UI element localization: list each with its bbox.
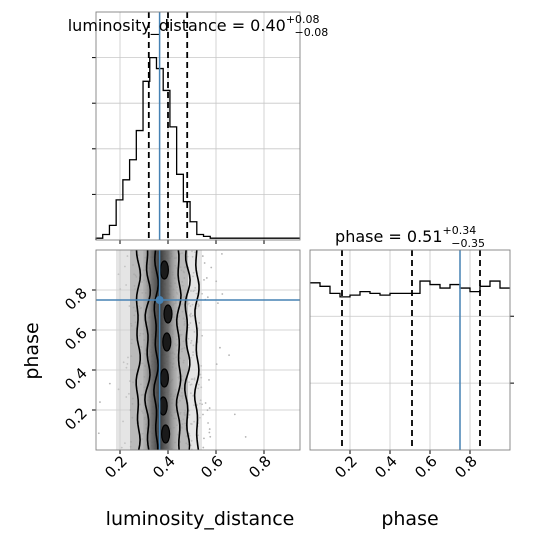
scatter-point: [244, 436, 247, 438]
y-axis-label-phase: phase: [21, 322, 43, 379]
scatter-point: [208, 431, 211, 434]
scatter-point: [206, 409, 209, 412]
phase-hist-frame: [309, 249, 511, 451]
panel-joint: 0.2 0.4 0.6 0.8 0.2 0.4 0.6 0.8: [61, 249, 301, 482]
scatter-point: [215, 363, 218, 366]
y-tick-label: 0.4: [61, 364, 91, 394]
contour-line: [153, 250, 160, 450]
scatter-point: [99, 401, 101, 403]
scatter-point: [207, 422, 209, 424]
contour-core: [159, 260, 169, 280]
scatter-point: [206, 296, 209, 299]
x-tick-label: 0.4: [371, 452, 401, 482]
distance-hist-ticks: [92, 57, 265, 244]
phase-title: phase = 0.51+0.34 −0.35: [335, 224, 485, 250]
scatter-point: [205, 277, 208, 279]
scatter-point: [202, 446, 205, 449]
y-tick-label: 0.2: [61, 404, 91, 434]
y-tick-label: 0.8: [61, 284, 91, 314]
scatter-point: [215, 280, 218, 283]
scatter-point: [221, 293, 224, 295]
distance-hist-frame: [95, 11, 301, 241]
distance-title: luminosity_distance = 0.40+0.08 −0.08: [68, 13, 329, 39]
scatter-point: [219, 346, 221, 349]
scatter-point: [228, 354, 230, 357]
joint-contours: [135, 250, 200, 450]
scatter-point: [204, 402, 207, 404]
x-axis-label-phase: phase: [381, 508, 438, 530]
x-tick-label: 0.8: [451, 452, 481, 482]
contour-line: [135, 250, 142, 450]
scatter-point: [203, 278, 205, 281]
x-tick-label: 0.8: [245, 452, 275, 482]
contour-core: [158, 396, 168, 416]
x-tick-label: 0.6: [411, 452, 441, 482]
scatter-point: [108, 382, 111, 385]
scatter-point: [217, 302, 219, 305]
x-axis-label-distance: luminosity_distance: [106, 508, 295, 530]
scatter-point: [202, 413, 204, 416]
scatter-point: [208, 428, 211, 430]
scatter-point: [221, 252, 223, 255]
contour-core: [162, 332, 172, 352]
panel-distance-histogram: luminosity_distance = 0.40+0.08 −0.08: [68, 11, 329, 244]
scatter-point: [208, 379, 210, 381]
distance-hist-grid: [96, 12, 300, 240]
scatter-point: [203, 262, 206, 264]
joint-frame: [95, 249, 301, 451]
scatter-point: [97, 432, 100, 435]
scatter-point: [233, 413, 236, 416]
scatter-point: [209, 435, 212, 438]
scatter-point: [201, 255, 204, 257]
contour-core: [159, 368, 169, 388]
phase-hist-steps: [310, 280, 510, 298]
distance-quantile-lines: [147, 12, 189, 240]
contour-line: [193, 250, 200, 450]
contour-core: [161, 424, 171, 444]
scatter-point: [208, 407, 211, 409]
contour-line: [175, 250, 182, 450]
scatter-point: [210, 266, 213, 269]
x-tick-label: 0.2: [331, 452, 361, 482]
phase-quantile-lines: [341, 250, 481, 450]
panel-phase-histogram: 0.2 0.4 0.6 0.8 phase = 0.51+0.34 −0.35: [309, 224, 514, 482]
contour-line: [144, 250, 152, 450]
x-tick-label: 0.4: [149, 452, 179, 482]
y-tick-label: 0.6: [61, 324, 91, 354]
contour-line: [183, 250, 191, 450]
contour-core: [163, 304, 173, 324]
x-tick-label: 0.2: [101, 452, 131, 482]
scatter-point: [203, 437, 205, 440]
joint-truth-marker: [155, 296, 164, 304]
x-tick-label: 0.6: [197, 452, 227, 482]
